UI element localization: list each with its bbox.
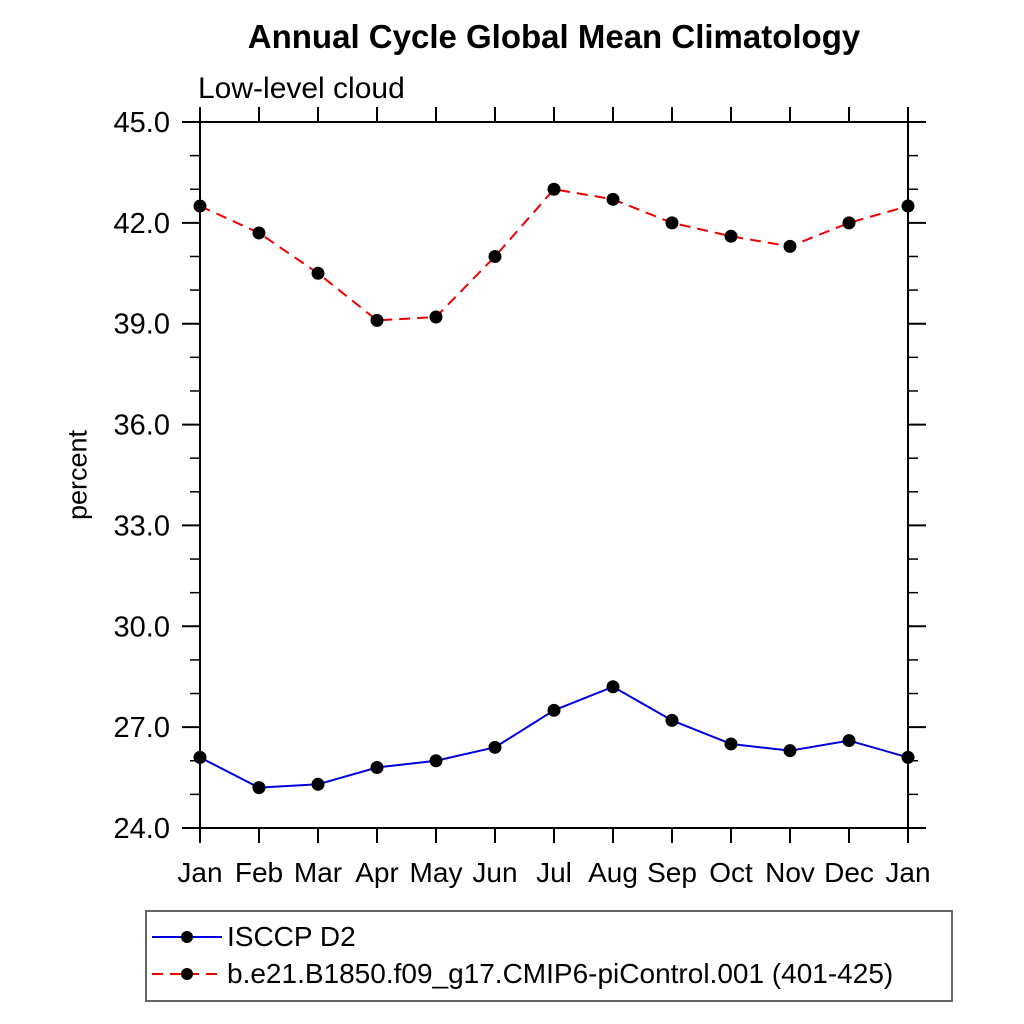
series-marker-1 [901, 199, 915, 213]
y-tick-label: 30.0 [114, 611, 170, 643]
series-marker-0 [547, 703, 561, 717]
legend-row-picontrol: b.e21.B1850.f09_g17.CMIP6-piControl.001 … [147, 955, 951, 992]
series-marker-1 [665, 216, 679, 230]
x-tick-label: Nov [765, 857, 815, 888]
y-tick-label: 45.0 [114, 107, 170, 139]
series-marker-0 [311, 777, 325, 791]
legend-sample-marker [181, 930, 193, 943]
series-marker-1 [724, 229, 738, 243]
y-tick-label: 39.0 [114, 309, 170, 341]
series-marker-1 [252, 226, 266, 240]
series-marker-0 [370, 760, 384, 774]
x-tick-label: Jan [177, 857, 222, 888]
series-marker-1 [193, 199, 207, 213]
legend-line-sample-solid [152, 930, 222, 943]
chart-subtitle: Low-level cloud [198, 72, 405, 105]
series-marker-0 [842, 734, 856, 748]
series-marker-0 [606, 680, 620, 694]
legend-sample-marker [181, 967, 193, 980]
series-marker-0 [724, 737, 738, 751]
x-tick-label: May [410, 857, 463, 888]
legend-box: ISCCP D2 b.e21.B1850.f09_g17.CMIP6-piCon… [145, 910, 953, 1002]
y-tick-label: 42.0 [114, 208, 170, 240]
plot-box [199, 121, 909, 829]
x-tick-label: Aug [588, 857, 638, 888]
series-marker-1 [842, 216, 856, 230]
series-marker-1 [370, 313, 384, 327]
x-tick-label: Feb [235, 857, 283, 888]
series-marker-1 [488, 249, 502, 263]
legend-row-isccp: ISCCP D2 [147, 918, 951, 955]
chart-title: Annual Cycle Global Mean Climatology [247, 18, 861, 55]
y-tick-label: 27.0 [114, 712, 170, 744]
series-marker-1 [606, 192, 620, 206]
x-tick-label: Oct [709, 857, 753, 888]
series-marker-0 [901, 750, 915, 764]
series-marker-0 [665, 713, 679, 727]
x-tick-label: Apr [355, 857, 399, 888]
x-tick-label: Sep [647, 857, 697, 888]
legend-label-isccp: ISCCP D2 [227, 920, 356, 952]
legend-line-sample-dashed [152, 967, 222, 980]
series-marker-1 [311, 266, 325, 280]
series-marker-1 [429, 310, 443, 324]
series-line-0 [199, 685, 909, 789]
x-tick-label: Mar [294, 857, 342, 888]
legend-label-picontrol: b.e21.B1850.f09_g17.CMIP6-piControl.001 … [227, 957, 894, 989]
x-tick-label: Dec [824, 857, 874, 888]
series-marker-0 [193, 750, 207, 764]
series-marker-0 [252, 781, 266, 795]
series-marker-1 [547, 182, 561, 196]
y-tick-label: 33.0 [114, 510, 170, 542]
x-tick-label: Jun [472, 857, 517, 888]
x-tick-label: Jul [536, 857, 572, 888]
series-line-1 [199, 188, 909, 322]
series-marker-0 [488, 740, 502, 754]
series-marker-0 [783, 744, 797, 758]
series-marker-0 [429, 754, 443, 768]
x-tick-label: Jan [885, 857, 930, 888]
series-marker-1 [783, 239, 797, 253]
y-tick-label: 36.0 [114, 410, 170, 442]
y-tick-label: 24.0 [114, 813, 170, 845]
